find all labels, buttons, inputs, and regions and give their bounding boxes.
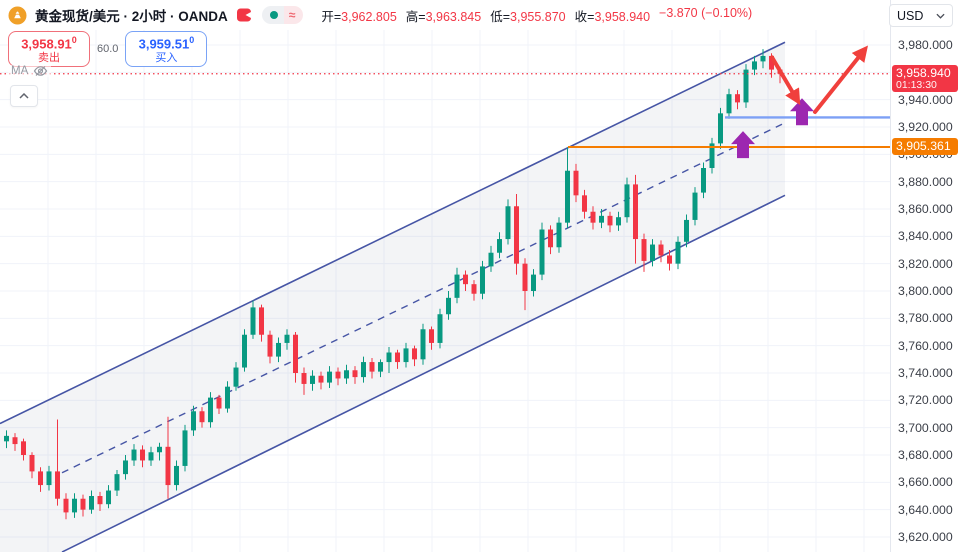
buy-button[interactable]: 3,959.510 买入 [125,31,208,68]
currency-selector-value: USD [897,8,924,23]
bar-countdown: 01:13:30 [896,78,937,91]
axis-tick-label: 3,800.000 [898,284,953,298]
last-price-value: 3,958.940 [896,65,951,80]
axis-tick-label: 3,640.000 [898,502,953,517]
axis-tick-label: 3,700.000 [898,420,953,435]
axis-tick-label: 3,880.000 [898,174,953,189]
axis-tick-label: 3,940.000 [898,92,953,107]
axis-tick-label: 3,980.000 [898,38,953,52]
market-status-pill[interactable]: ≈ [261,6,304,24]
chart-header: 黄金现货/美元 · 2小时 · OANDA ≈ 开=3,962.805 高=3,… [0,0,890,30]
chevron-down-icon [936,13,945,19]
high-value: 3,963.845 [425,9,482,24]
collapse-panel-button[interactable] [10,85,38,107]
support-price-value: 3,905.361 [896,139,951,153]
low-label: 低= [490,9,511,24]
approx-icon: ≈ [283,6,304,24]
buy-label: 买入 [155,51,178,64]
change-value: −3.870 (−0.10%) [659,5,753,20]
axis-tick-label: 3,660.000 [898,475,953,490]
close-value: 3,958.940 [594,9,651,24]
eye-slash-icon[interactable] [33,65,48,77]
axis-tick-label: 3,740.000 [898,366,953,380]
chart-canvas[interactable] [0,0,890,552]
axis-tick-label: 3,920.000 [898,120,953,134]
axis-tick-label: 3,780.000 [898,311,953,326]
currency-selector[interactable]: USD [889,4,953,27]
open-value: 3,962.805 [341,9,397,24]
axis-tick-label: 3,840.000 [898,229,953,244]
symbol-title[interactable]: 黄金现货/美元 · 2小时 · OANDA [35,9,228,24]
sell-button[interactable]: 3,958.910 卖出 [8,31,90,68]
market-open-dot-icon [269,11,278,19]
indicator-legend-ma[interactable]: MA [8,65,52,77]
last-price-badge: 3,958.940 01:13:30 [892,64,958,92]
close-label: 收= [574,9,595,24]
axis-tick-label: 3,820.000 [898,256,953,271]
axis-tick-label: 3,860.000 [898,202,953,216]
axis-tick-label: 3,680.000 [898,448,953,462]
ma-label: MA [11,65,29,77]
axis-tick-label: 3,620.000 [898,530,953,544]
high-label: 高= [405,9,426,24]
axis-tick-label: 3,760.000 [898,338,953,353]
ohlc-readout: 开=3,962.805 高=3,963.845 低=3,955.870 收=3,… [321,6,752,25]
support-price-badge: 3,905.361 [892,138,958,155]
trade-panel: 3,958.910 卖出 60.0 3,959.510 买入 [8,31,208,68]
symbol-logo-icon [8,6,27,25]
chevron-up-icon [19,93,29,99]
axis-tick-label: 3,720.000 [898,393,953,408]
spread-value: 60.0 [97,43,119,56]
candle-style-icon[interactable] [236,7,252,23]
price-axis[interactable]: 3,958.940 01:13:30 3,905.361 3,980.000 3,… [890,0,960,552]
sell-label: 卖出 [38,51,60,64]
open-label: 开= [321,9,342,24]
low-value: 3,955.870 [510,9,566,24]
